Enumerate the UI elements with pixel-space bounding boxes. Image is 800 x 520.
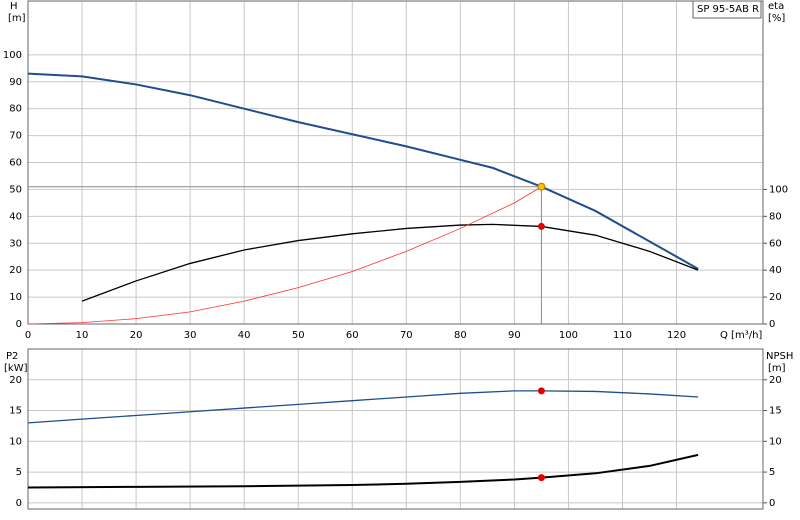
series-line [81, 223, 699, 302]
x-tick-label: 40 [238, 330, 251, 341]
y2-tick-label: 0 [769, 498, 775, 509]
x-tick-label: 90 [508, 330, 521, 341]
y2-tick-label: 15 [769, 406, 782, 417]
y-unit: [m] [8, 13, 26, 24]
layer: 0 10 20 30 40 50 60 70 80 90 100 110 120 0 10 20 30 40 50 6… [3, 0, 788, 341]
y2-label: eta [768, 1, 784, 12]
title-box [692, 0, 762, 19]
y2-tick-label: 40 [769, 265, 782, 276]
y-label: P2 [6, 351, 18, 362]
y2-tick-label: 5 [769, 467, 775, 478]
layer: 0 5 10 15 20 0 5 10 15 20 [9, 348, 782, 510]
y-tick-label: 10 [9, 292, 22, 303]
y2-tick-label: 100 [769, 184, 788, 195]
y2-tick-label: 60 [769, 238, 782, 249]
plot-border [27, 348, 764, 510]
series-line [27, 453, 699, 489]
plot-area [28, 349, 763, 509]
y2-label: NPSH [766, 351, 793, 362]
y-tick-label: 100 [3, 50, 22, 61]
x-tick-label: 30 [184, 330, 197, 341]
plot-border [27, 0, 764, 325]
y2-unit: [%] [768, 13, 785, 24]
x-tick-label: 100 [559, 330, 578, 341]
y2-tick-label: 10 [769, 436, 782, 447]
y-label: H [10, 1, 18, 12]
y-tick-label: 40 [9, 211, 22, 222]
x-tick-label: 10 [76, 330, 89, 341]
operating-point [537, 182, 546, 191]
operating-point [537, 474, 545, 482]
x-tick-label: 70 [400, 330, 413, 341]
y-tick-label: 10 [9, 436, 22, 447]
y-tick-label: 60 [9, 158, 22, 169]
y-tick-label: 15 [9, 406, 22, 417]
y2-tick-label: 20 [769, 375, 782, 386]
y-tick-label: 80 [9, 104, 22, 115]
x-tick-label: 50 [292, 330, 305, 341]
y-tick-label: 90 [9, 77, 22, 88]
y-tick-label: 50 [9, 184, 22, 195]
x-tick-label: 0 [25, 330, 31, 341]
y-tick-label: 0 [16, 319, 22, 330]
x-tick-label: 120 [667, 330, 686, 341]
y2-tick-label: 80 [769, 211, 782, 222]
y2-tick-label: 0 [769, 319, 775, 330]
operating-point [537, 387, 545, 395]
x-label: Q [m³/h] [720, 330, 762, 341]
y-tick-label: 70 [9, 131, 22, 142]
y-tick-label: 0 [16, 498, 22, 509]
y-tick-label: 30 [9, 238, 22, 249]
operating-point [537, 222, 545, 230]
y-tick-label: 20 [9, 375, 22, 386]
x-tick-label: 60 [346, 330, 359, 341]
chart-title: SP 95-5AB R [697, 4, 759, 15]
series-line [27, 186, 542, 325]
y-tick-label: 20 [9, 265, 22, 276]
x-tick-label: 20 [130, 330, 143, 341]
y2-unit: [m] [768, 363, 786, 374]
series-line [27, 390, 699, 424]
y2-tick-label: 20 [769, 292, 782, 303]
y-unit: [kW] [4, 363, 28, 374]
x-tick-label: 110 [613, 330, 632, 341]
y-tick-label: 5 [16, 467, 22, 478]
x-tick-label: 80 [454, 330, 467, 341]
